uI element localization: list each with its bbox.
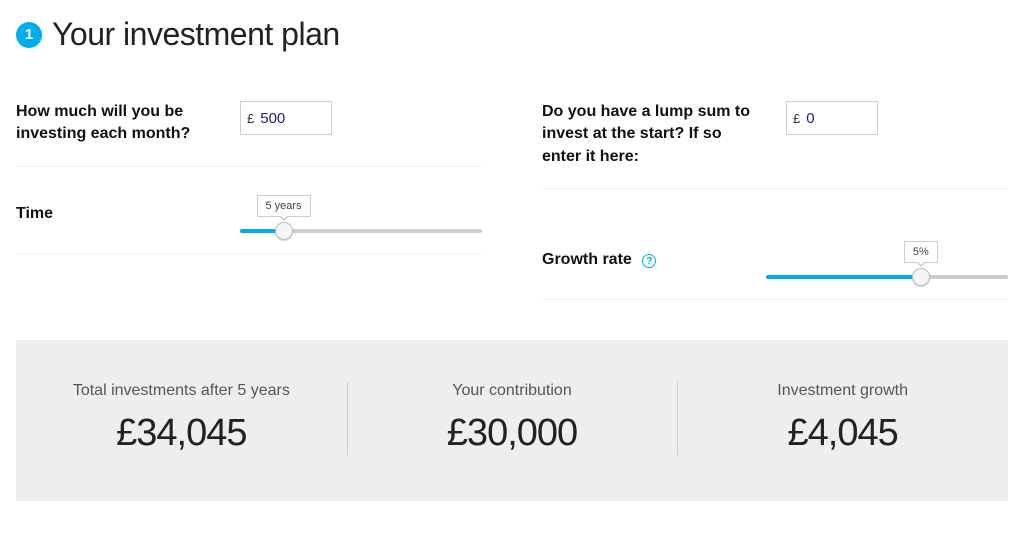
right-column: Do you have a lump sum to invest at the … xyxy=(542,89,1008,300)
monthly-investment-input-wrapper[interactable]: £ xyxy=(240,101,332,135)
lump-sum-input-wrapper[interactable]: £ xyxy=(786,101,878,135)
time-slider[interactable]: 5 years xyxy=(240,195,482,233)
result-total-value: £34,045 xyxy=(36,412,327,455)
result-total: Total investments after 5 years £34,045 xyxy=(16,372,347,465)
growth-slider-track xyxy=(766,275,1008,279)
growth-slider-label: Growth rate ? xyxy=(542,251,742,269)
result-growth: Investment growth £4,045 xyxy=(677,372,1008,465)
step-number-badge: 1 xyxy=(16,22,42,48)
monthly-investment-row: How much will you be investing each mont… xyxy=(16,89,482,167)
results-panel: Total investments after 5 years £34,045 … xyxy=(16,340,1008,501)
growth-slider-row: Growth rate ? 5% xyxy=(542,213,1008,300)
result-growth-label: Investment growth xyxy=(697,382,988,400)
result-contribution-label: Your contribution xyxy=(367,382,658,400)
result-contribution-value: £30,000 xyxy=(367,412,658,455)
lump-sum-row: Do you have a lump sum to invest at the … xyxy=(542,89,1008,189)
time-slider-tooltip: 5 years xyxy=(257,195,311,217)
lump-sum-input[interactable] xyxy=(804,109,864,128)
growth-slider[interactable]: 5% xyxy=(766,241,1008,279)
result-total-label: Total investments after 5 years xyxy=(36,382,327,400)
time-slider-label: Time xyxy=(16,205,216,223)
growth-slider-label-text: Growth rate xyxy=(542,251,632,268)
left-column: How much will you be investing each mont… xyxy=(16,89,482,300)
growth-slider-tooltip: 5% xyxy=(904,241,938,263)
time-slider-handle[interactable] xyxy=(275,222,293,240)
lump-sum-label: Do you have a lump sum to invest at the … xyxy=(542,101,762,168)
form-grid: How much will you be investing each mont… xyxy=(16,89,1008,300)
currency-symbol: £ xyxy=(793,111,804,126)
growth-slider-fill xyxy=(766,275,921,279)
help-icon[interactable]: ? xyxy=(642,254,656,268)
monthly-investment-label: How much will you be investing each mont… xyxy=(16,101,216,146)
monthly-investment-input[interactable] xyxy=(258,109,318,128)
currency-symbol: £ xyxy=(247,111,258,126)
page-heading: 1 Your investment plan xyxy=(16,16,1008,53)
growth-slider-handle[interactable] xyxy=(912,268,930,286)
result-contribution: Your contribution £30,000 xyxy=(347,372,678,465)
time-slider-track xyxy=(240,229,482,233)
time-slider-row: Time 5 years xyxy=(16,167,482,254)
page-title: Your investment plan xyxy=(52,16,340,53)
result-growth-value: £4,045 xyxy=(697,412,988,455)
